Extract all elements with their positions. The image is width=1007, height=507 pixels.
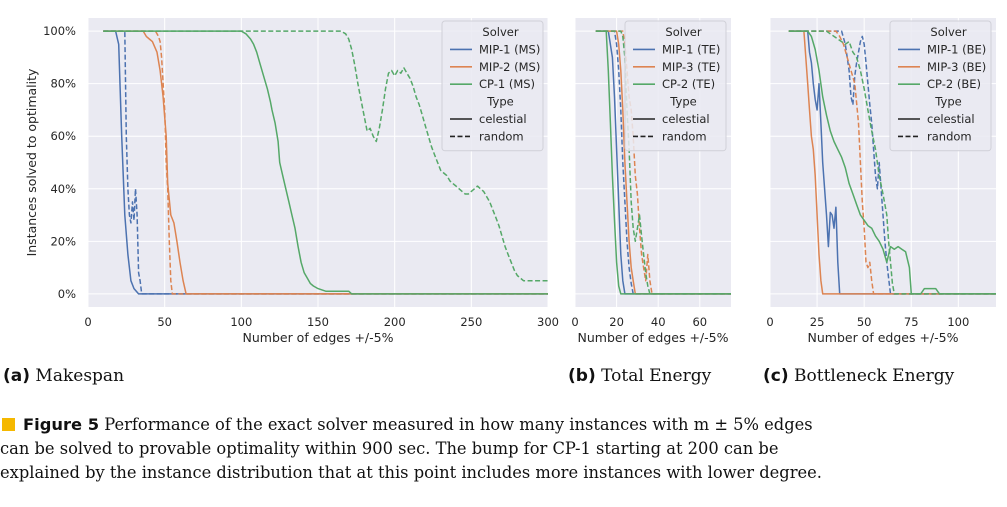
legend-title-solver: Solver [482,25,518,39]
subcaption-a: (a) Makespan [3,366,124,386]
series-line-cp-2-te--random [595,30,731,295]
legend-entry: MIP-3 (BE) [927,60,986,74]
series-line-mip-1-te--random [595,30,731,295]
x-tick-label: 75 [904,315,919,329]
x-tick-label: 25 [810,315,825,329]
series-line-mip-1-ms--random [103,30,548,295]
x-axis-label: Number of edges +/-5% [243,330,394,345]
legend: Solver MIP-1 (BE) MIP-3 (BE) CP-2 (BE) Type c… [889,20,992,152]
x-tick-label: 150 [307,315,329,329]
series-group [103,30,548,295]
y-tick-label: 60% [50,129,76,143]
x-tick-label: 40 [651,315,666,329]
legend-entry: MIP-1 (MS) [479,42,540,56]
series-line-mip-3-be--random [788,30,996,295]
caption-figure-label: Figure 5 [23,415,100,434]
caption-line-3: explained by the instance distribution t… [0,463,822,482]
figure: 0 50 100 150 200 250 3000%20%40%60%80%100%Numb… [24,18,996,345]
y-tick-label: 40% [50,182,76,196]
x-tick-label: 0 [766,315,773,329]
series-line-mip-1-be--random [788,30,996,295]
caption-line-1: Figure 5 Performance of the exact solver… [0,413,1003,437]
subcaption-c-label: (c) [763,366,789,386]
legend-entry: CP-2 (BE) [927,77,981,91]
subcaption-b-text: Total Energy [601,366,712,386]
x-tick-label: 100 [947,315,969,329]
legend: Solver MIP-1 (MS) MIP-2 (MS) CP-1 (MS) Type c… [441,20,544,152]
caption-line-2: can be solved to provable optimality wit… [0,439,779,458]
x-tick-label: 50 [157,315,172,329]
legend-entry: MIP-1 (TE) [662,42,720,56]
legend-title-solver: Solver [930,25,966,39]
legend-entry-style: random [662,129,707,143]
legend-entry-style: random [479,129,524,143]
legend-entry-style: random [927,129,972,143]
subcaption-c-text: Bottleneck Energy [794,366,955,386]
x-tick-label: 0 [571,315,578,329]
x-tick-label: 250 [460,315,482,329]
series-line-mip-1-ms--celestial [103,30,548,295]
subcaption-a-label: (a) [3,366,31,386]
subcaption-b-label: (b) [568,366,596,386]
subcaption-a-text: Makespan [35,366,125,386]
legend-title-type: Type [669,95,696,109]
series-group [595,30,731,295]
legend: Solver MIP-1 (TE) MIP-3 (TE) CP-2 (TE) Type c… [624,20,727,152]
series-line-mip-2-ms--celestial [103,30,548,295]
subcaption-c: (c) Bottleneck Energy [763,366,954,386]
x-tick-label: 200 [384,315,406,329]
legend-title-type: Type [934,95,961,109]
x-tick-label: 60 [692,315,707,329]
series-line-cp-2-te--celestial [595,30,731,295]
legend-entry-style: celestial [662,112,710,126]
x-tick-label: 50 [857,315,872,329]
x-tick-label: 0 [84,315,91,329]
x-tick-label: 300 [537,315,559,329]
figure-caption: Figure 5 Performance of the exact solver… [0,413,1003,485]
series-line-cp-2-be--random [788,30,996,295]
series-line-mip-1-be--celestial [788,30,996,295]
legend-entry: MIP-2 (MS) [479,60,540,74]
legend-entry: CP-2 (TE) [662,77,715,91]
chart-panel-1: 0 50 100 150 200 250 300 0% 20% 40% 60% 80% 100% Numb… [24,18,559,345]
caption-marker-icon [2,418,15,431]
legend-entry-style: celestial [927,112,975,126]
series-line-mip-3-be--celestial [788,30,996,295]
y-tick-label: 80% [50,77,76,91]
y-tick-label: 100% [43,24,76,38]
x-tick-label: 100 [230,315,252,329]
series-group [788,30,996,295]
y-tick-label: 20% [50,234,76,248]
y-tick-label: 0% [58,287,76,301]
legend-title-solver: Solver [665,25,701,39]
x-tick-label: 20 [609,315,624,329]
series-line-mip-2-ms--random [103,30,548,295]
legend-title-type: Type [486,95,513,109]
x-axis-label: Number of edges +/-5% [808,330,959,345]
legend-entry: CP-1 (MS) [479,77,535,91]
series-line-mip-3-te--random [595,30,731,295]
subcaption-b: (b) Total Energy [568,366,711,386]
series-line-cp-1-ms--random [103,30,548,282]
legend-entry-style: celestial [479,112,527,126]
legend-entry: MIP-1 (BE) [927,42,986,56]
y-axis-label: Instances solved to optimality [24,68,39,256]
legend-entry: MIP-3 (TE) [662,60,720,74]
series-line-cp-1-ms--celestial [103,30,548,295]
series-line-mip-1-te--celestial [595,30,731,295]
caption-text-1: Performance of the exact solver measured… [104,415,813,434]
series-line-mip-3-te--celestial [595,30,731,295]
x-axis-label: Number of edges +/-5% [578,330,729,345]
